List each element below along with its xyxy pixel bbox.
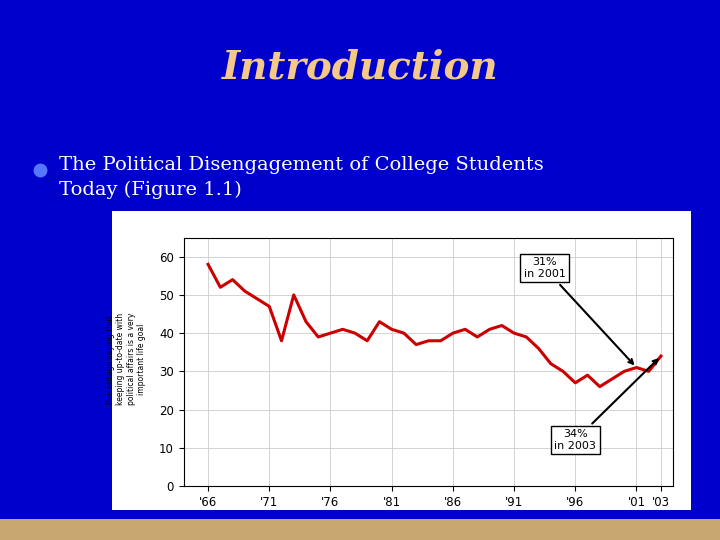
Text: Percentage saying that
keeping up-to-date with
political affairs is a very
impor: Percentage saying that keeping up-to-dat… [106, 313, 146, 406]
Text: 34%
in 2003: 34% in 2003 [554, 360, 657, 451]
Text: The Political Disengagement of College Students: The Political Disengagement of College S… [59, 156, 544, 174]
Text: Today (Figure 1.1): Today (Figure 1.1) [59, 181, 242, 199]
Text: Introduction: Introduction [222, 49, 498, 86]
Bar [112, 211, 691, 510]
Bar [0, 519, 720, 540]
Text: 31%
in 2001: 31% in 2001 [523, 258, 633, 364]
